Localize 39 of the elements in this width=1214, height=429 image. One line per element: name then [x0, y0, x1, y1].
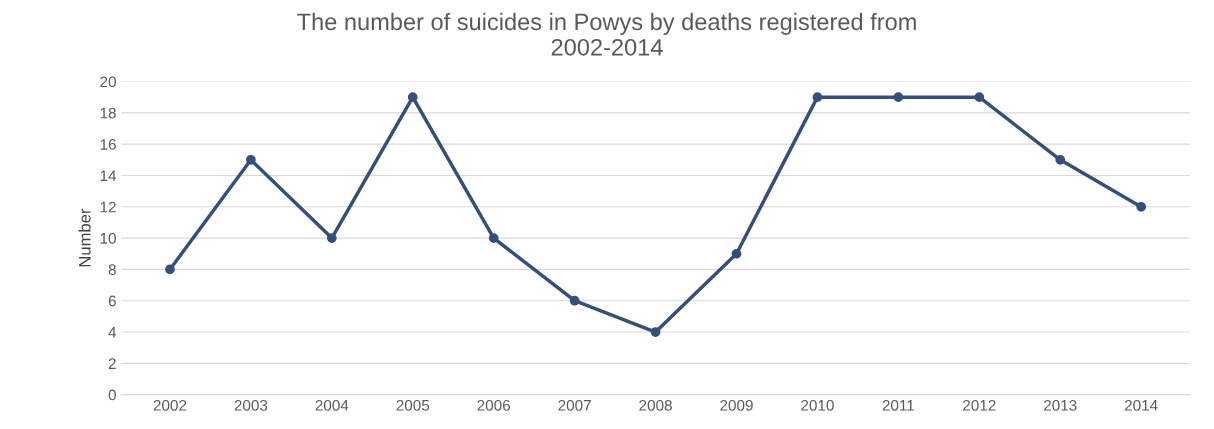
x-tick-label: 2010 [801, 399, 834, 411]
point [488, 233, 499, 243]
y-tick-label: 6 [108, 295, 116, 307]
x-tick-label: 2008 [639, 399, 672, 411]
y-tick-label: 20 [100, 76, 116, 88]
x-tick-label: 2012 [963, 399, 996, 411]
point [326, 233, 337, 243]
x-tick-label: 2006 [477, 399, 511, 411]
point [650, 327, 661, 337]
y-tick-label: 4 [108, 327, 117, 338]
x-tick-label: 2004 [315, 399, 349, 411]
point [246, 154, 256, 165]
x-tick-label: 2007 [558, 399, 591, 411]
y-tick-label: 10 [100, 232, 116, 244]
point [1136, 201, 1147, 212]
point [1055, 154, 1066, 165]
point [165, 264, 175, 275]
point [974, 92, 985, 103]
x-tick-label: 2005 [396, 399, 430, 411]
x-tick-label: 2009 [720, 399, 753, 411]
x-tick-label: 2013 [1044, 399, 1077, 411]
chart-title: The number of suicides in Powys by deaths registered from 2002-2014 [297, 12, 916, 56]
x-tick-label: 2003 [234, 399, 268, 411]
point [812, 92, 823, 103]
y-tick-label: 12 [100, 201, 116, 213]
y-tick-label: 16 [100, 139, 116, 150]
y-tick-label: 0 [108, 389, 116, 401]
point [731, 248, 742, 259]
y-tick-label: 18 [100, 107, 116, 119]
y-tick-label: 14 [100, 170, 117, 181]
y-tick-label: 2 [108, 358, 116, 369]
point [407, 92, 418, 103]
x-tick-label: 2014 [1124, 399, 1158, 411]
y-axis-title: Number [78, 208, 91, 267]
x-tick-label: 2011 [882, 399, 915, 411]
point [569, 295, 580, 306]
point [893, 92, 904, 103]
y-tick-label: 8 [108, 264, 116, 276]
x-tick-label: 2002 [153, 399, 187, 411]
